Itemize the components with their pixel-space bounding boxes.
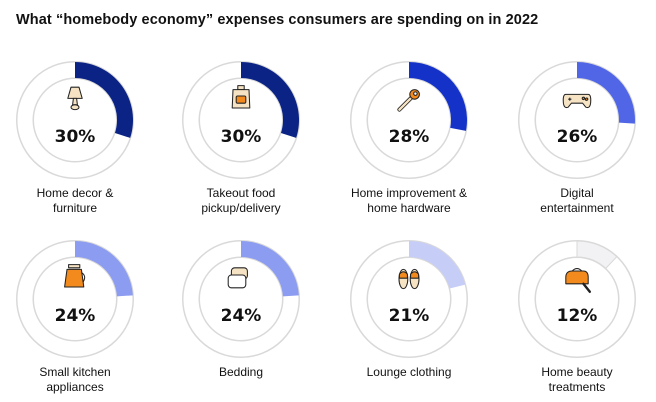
donut-chart: 28% — [350, 61, 468, 179]
chart-title: What “homebody economy” expenses consume… — [16, 12, 539, 28]
category-label-line: pickup/delivery — [201, 201, 281, 215]
value-label: 21% — [389, 306, 430, 326]
table-lamp-icon — [67, 86, 83, 111]
category-label: Small kitchen appliances — [0, 365, 150, 395]
category-label-line: Takeout food — [206, 186, 276, 200]
value-label: 26% — [557, 127, 598, 147]
donut-segment — [75, 62, 133, 138]
value-label: 30% — [55, 127, 96, 147]
donut-chart: 24% — [16, 240, 134, 358]
category-label-line: appliances — [46, 380, 104, 394]
value-label: 28% — [389, 127, 430, 147]
donut-segment — [409, 62, 467, 131]
value-label: 24% — [55, 306, 96, 326]
value-label: 12% — [557, 306, 598, 326]
category-label: Home improvement & home hardware — [334, 186, 484, 216]
wrench-icon — [397, 89, 420, 112]
donut-item: 21% Lounge clothing — [334, 237, 484, 380]
donut-chart: 30% — [182, 61, 300, 179]
category-label-line: furniture — [52, 201, 98, 215]
donut-item: 24% Small kitchen appliances — [0, 237, 150, 395]
pillows-icon — [227, 267, 248, 289]
category-label: Digital entertainment — [502, 186, 652, 216]
value-label: 30% — [221, 127, 262, 147]
value-label: 24% — [221, 306, 262, 326]
category-label-line: Small kitchen — [39, 365, 111, 379]
category-label-line: Home improvement & — [350, 186, 468, 200]
donut-item: 30% Takeout food pickup/delivery — [166, 58, 316, 216]
category-label-line: Home decor & — [36, 186, 114, 200]
coffee-maker-icon — [64, 264, 86, 288]
category-label-line: Digital — [560, 186, 594, 200]
donut-item: 28% Home improvement & home hardware — [334, 58, 484, 216]
takeout-bag-icon — [231, 85, 251, 109]
donut-item: 12% Home beauty treatments — [502, 237, 652, 395]
category-label: Home beauty treatments — [502, 365, 652, 395]
donut-item: 30% Home decor & furniture — [0, 58, 150, 216]
category-label-line: entertainment — [540, 201, 614, 215]
category-label-line: treatments — [548, 380, 606, 394]
donut-segment — [75, 241, 133, 297]
donut-item: 26% Digital entertainment — [502, 58, 652, 216]
donut-segment — [241, 62, 299, 138]
category-label-line: Home beauty — [541, 365, 613, 379]
category-label: Takeout food pickup/delivery — [166, 186, 316, 216]
game-controller-icon — [562, 93, 592, 109]
hair-dryer-icon — [565, 268, 592, 294]
donut-chart: 30% — [16, 61, 134, 179]
donut-track-fill — [519, 241, 635, 357]
slippers-icon — [398, 268, 420, 290]
donut-chart: 21% — [350, 240, 468, 358]
category-label: Lounge clothing — [334, 365, 484, 380]
donut-segment — [409, 241, 466, 289]
category-label: Home decor & furniture — [0, 186, 150, 216]
donut-segment — [241, 241, 299, 297]
category-label-line: home hardware — [367, 201, 451, 215]
donut-chart: 26% — [518, 61, 636, 179]
donut-segment — [576, 240, 618, 270]
donut-item: 24% Bedding — [166, 237, 316, 380]
category-label: Bedding — [166, 365, 316, 380]
category-label-line: Lounge clothing — [366, 365, 452, 379]
category-label-line: Bedding — [218, 365, 264, 379]
donut-chart: 24% — [182, 240, 300, 358]
donut-segment — [577, 62, 635, 124]
donut-chart: 12% — [518, 240, 636, 358]
